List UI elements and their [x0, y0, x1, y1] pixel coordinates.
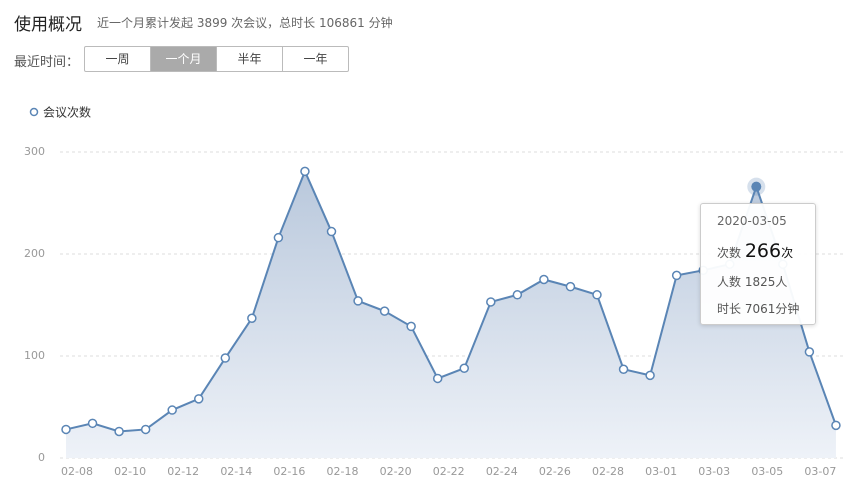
label: 次数 — [717, 246, 742, 260]
point — [167, 405, 177, 415]
point — [300, 166, 310, 177]
point — [220, 353, 231, 363]
point — [512, 290, 523, 300]
unit: 次 — [781, 246, 794, 260]
filter-button[interactable]: 一年 — [282, 47, 348, 71]
point — [831, 420, 841, 431]
point — [273, 232, 284, 243]
point — [353, 296, 363, 306]
point — [486, 297, 496, 307]
point — [565, 281, 576, 292]
legend-label: 会议次数 — [43, 105, 91, 120]
title: 使用概况 — [14, 15, 82, 35]
x-tick-label: 02-28 — [592, 465, 624, 478]
x-tick-label: 02-14 — [220, 465, 252, 478]
count: 266 — [744, 240, 782, 262]
x-tick-label: 03-07 — [804, 465, 836, 478]
y-tick-label: 0 — [38, 451, 45, 464]
y-tick-label: 100 — [24, 349, 45, 362]
value: 7061分钟 — [744, 302, 800, 316]
x-tick-label: 02-22 — [433, 465, 465, 478]
point — [751, 181, 762, 192]
y-tick-label: 200 — [24, 247, 45, 260]
tooltip-count: 次数 266次 — [717, 240, 793, 262]
y-tick-label: 300 — [24, 145, 45, 158]
filter-button[interactable]: 一个月 — [150, 47, 216, 71]
legend-marker — [29, 107, 39, 117]
x-tick-label: 03-01 — [645, 465, 677, 478]
point — [671, 270, 682, 281]
label: 时长 — [717, 302, 742, 316]
x-tick-label: 03-05 — [751, 465, 783, 478]
x-tick-label: 02-16 — [273, 465, 305, 478]
x-tick-label: 02-24 — [486, 465, 518, 478]
x-tick-label: 02-10 — [114, 465, 146, 478]
label: 人数 — [717, 275, 742, 289]
point — [194, 394, 204, 404]
x-tick-label: 02-12 — [167, 465, 199, 478]
point — [592, 290, 602, 300]
point — [140, 424, 151, 435]
x-tick-label: 02-18 — [327, 465, 359, 478]
filter-buttons: 一周 一个月 半年 一年 — [84, 46, 349, 72]
value: 1825人 — [744, 275, 788, 289]
point — [114, 426, 124, 437]
area — [66, 171, 836, 458]
point — [539, 274, 549, 285]
tooltip-people: 人数 1825人 — [717, 273, 787, 290]
point — [459, 363, 469, 373]
point — [645, 370, 655, 381]
x-tick-label: 02-08 — [61, 465, 93, 478]
point — [379, 306, 390, 316]
point — [618, 364, 629, 375]
point — [61, 424, 71, 435]
point — [326, 226, 337, 237]
filter-button[interactable]: 半年 — [216, 47, 282, 71]
filter-label: 最近时间： — [14, 55, 80, 70]
point — [87, 418, 98, 429]
tooltip: 2020-03-05 次数 266次 人数 1825人 时长 7061分钟 — [700, 203, 816, 325]
x-tick-label: 03-03 — [698, 465, 730, 478]
point — [406, 321, 416, 332]
subtitle: 近一个月累计发起 3899 次会议，总时长 106861 分钟 — [97, 16, 393, 30]
point — [432, 373, 443, 384]
point — [804, 347, 815, 357]
filter-button[interactable]: 一周 — [105, 52, 130, 66]
x-tick-label: 02-20 — [380, 465, 412, 478]
tooltip-date: 2020-03-05 — [717, 214, 787, 228]
x-tick-label: 02-26 — [539, 465, 571, 478]
tooltip-duration: 时长 7061分钟 — [717, 300, 799, 317]
point — [247, 313, 257, 324]
